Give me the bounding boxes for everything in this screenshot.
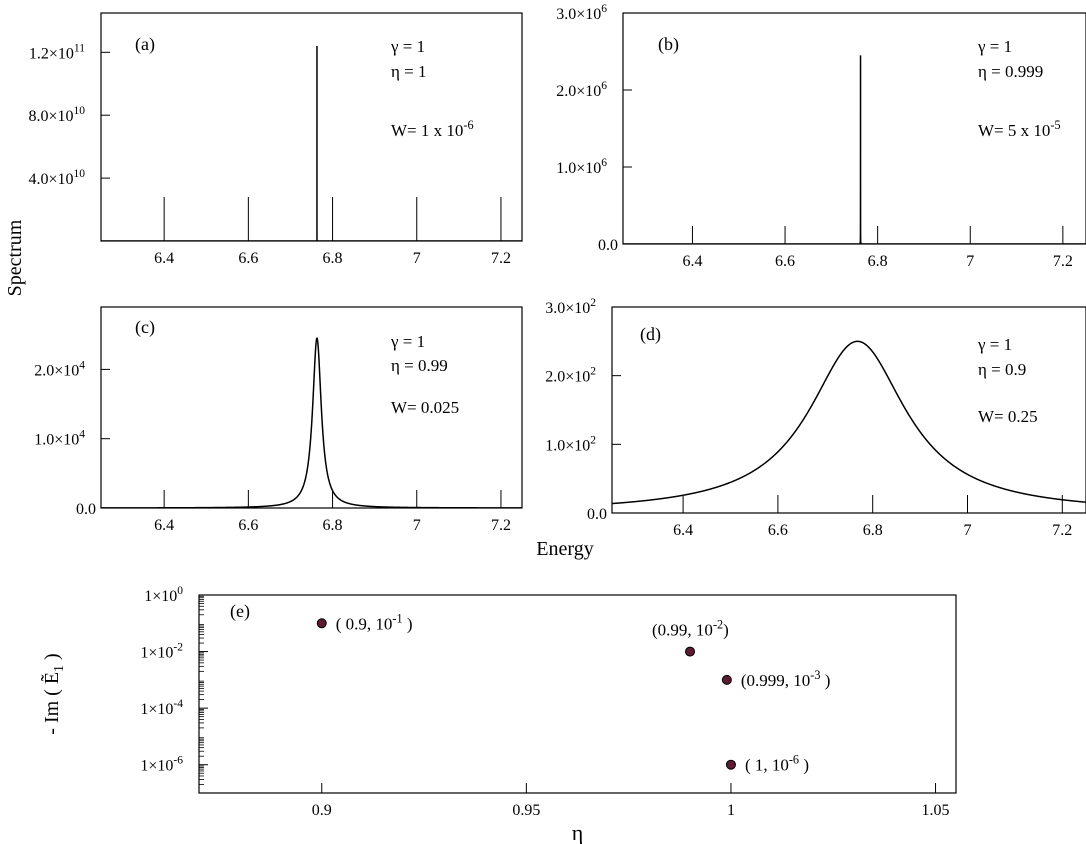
y-tick-label: 2.0×106 [556, 80, 607, 100]
panel-label: (d) [640, 324, 661, 345]
panel-label: (a) [135, 34, 155, 55]
x-tick-label: 7 [966, 253, 974, 270]
x-tick-label: 6.6 [775, 253, 795, 270]
point-label: ( 1, 10-6 ) [745, 753, 809, 775]
y-tick-label: 0.0 [587, 506, 607, 523]
y-tick-label: 8.0×1010 [28, 105, 85, 125]
x-tick-label: 0.95 [512, 802, 540, 819]
eta-axis-label: η [572, 820, 584, 844]
y-tick-label: 1×100 [144, 585, 183, 605]
y-tick-label: 2.0×104 [34, 359, 85, 379]
x-tick-label: 6.4 [673, 522, 693, 539]
y-tick-label: 3.0×102 [545, 297, 596, 317]
x-tick-label: 6.8 [863, 522, 883, 539]
x-tick-label: 7.2 [491, 250, 511, 267]
spectrum-axis-label: Spectrum [4, 219, 26, 296]
panel-label: (c) [135, 317, 155, 338]
panel-b: 6.4 6.6 6.8 7 7.2 0.0 1.0×106 2.0×106 3.0×106 (b)… [556, 3, 1086, 270]
y-tick-label: 1.2×1011 [29, 42, 85, 62]
y-tick-label: 4.0×1010 [28, 168, 85, 188]
y-tick-label: 1×10-4 [140, 698, 183, 718]
y-tick-label: 1×10-6 [140, 755, 183, 775]
parameter-annotation: η = 0.999 [978, 62, 1043, 81]
y-tick-label: 0.0 [598, 237, 618, 254]
width-annotation: W= 0.25 [978, 407, 1038, 426]
data-point [316, 618, 327, 629]
x-tick-label: 6.4 [154, 517, 174, 534]
point-label: ( 0.9, 10-1 ) [336, 611, 413, 633]
x-tick-label: 6.6 [238, 250, 258, 267]
plot-frame [611, 306, 1086, 514]
panel-label: (b) [658, 34, 679, 55]
x-tick-label: 6.6 [238, 517, 258, 534]
y-tick-label: 2.0×102 [545, 366, 596, 386]
y-tick-label: 1.0×106 [556, 157, 607, 177]
parameter-annotation: γ = 1 [977, 335, 1012, 354]
x-tick-label: 6.8 [323, 517, 343, 534]
parameter-annotation: η = 0.99 [391, 356, 448, 375]
point-label: (0.99, 10-2) [652, 618, 729, 640]
plot-frame [100, 306, 523, 509]
y-tick-label: 1.0×102 [545, 434, 596, 454]
panel-label: (e) [230, 601, 250, 622]
parameter-annotation: γ = 1 [390, 37, 425, 56]
energy-axis-label: Energy [536, 538, 593, 560]
width-annotation: W= 1 x 10-6 [391, 118, 474, 140]
x-tick-label: 6.8 [323, 250, 343, 267]
data-point [725, 759, 736, 770]
width-annotation: W= 5 x 10-5 [978, 118, 1061, 140]
panel-e: 0.9 0.95 1 1.05 1×100 1×10-2 1×10-4 1×10-6 (e) η -… [39, 585, 957, 844]
x-tick-label: 7.2 [491, 517, 511, 534]
x-tick-label: 0.9 [312, 802, 332, 819]
x-tick-label: 1.05 [922, 802, 950, 819]
spectrum-curve [623, 55, 1086, 244]
y-tick-label: 0.0 [76, 501, 96, 518]
spectrum-curve [612, 340, 1086, 505]
x-tick-label: 7.2 [1053, 253, 1073, 270]
y-tick-label: 1×10-2 [140, 642, 183, 662]
panel-c: 6.4 6.6 6.8 7 7.2 0.0 1.0×104 2.0×104 (c) γ = 1 η … [34, 306, 523, 534]
x-tick-label: 6.4 [154, 250, 174, 267]
panel-a: 6.4 6.6 6.8 7 7.2 4.0×1010 8.0×1010 1.2×1011 (a)… [28, 12, 523, 267]
x-tick-label: 1 [727, 802, 735, 819]
width-annotation: W= 0.025 [391, 398, 459, 417]
data-point [721, 674, 732, 685]
x-tick-label: 7 [964, 522, 972, 539]
parameter-annotation: γ = 1 [977, 37, 1012, 56]
panel-d: 6.4 6.6 6.8 7 7.2 0.0 1.0×102 2.0×102 3.0×102 (d)… [545, 297, 1086, 539]
x-tick-label: 7 [413, 250, 421, 267]
y-tick-label: 3.0×106 [556, 3, 607, 23]
x-tick-label: 6.4 [682, 253, 702, 270]
point-label: (0.999, 10-3 ) [741, 668, 831, 690]
x-tick-label: 6.6 [768, 522, 788, 539]
spectrum-curve [101, 46, 522, 241]
x-tick-label: 7 [413, 517, 421, 534]
plot-frame [198, 594, 957, 794]
x-tick-label: 6.8 [868, 253, 888, 270]
spectrum-curve [101, 337, 522, 508]
parameter-annotation: γ = 1 [390, 332, 425, 351]
parameter-annotation: η = 1 [391, 62, 426, 81]
data-point [685, 646, 696, 657]
parameter-annotation: η = 0.9 [978, 360, 1026, 379]
im-energy-axis-label: - Im ( Ẽ1 ) [39, 653, 67, 734]
x-tick-label: 7.2 [1052, 522, 1072, 539]
y-tick-label: 1.0×104 [34, 429, 85, 449]
